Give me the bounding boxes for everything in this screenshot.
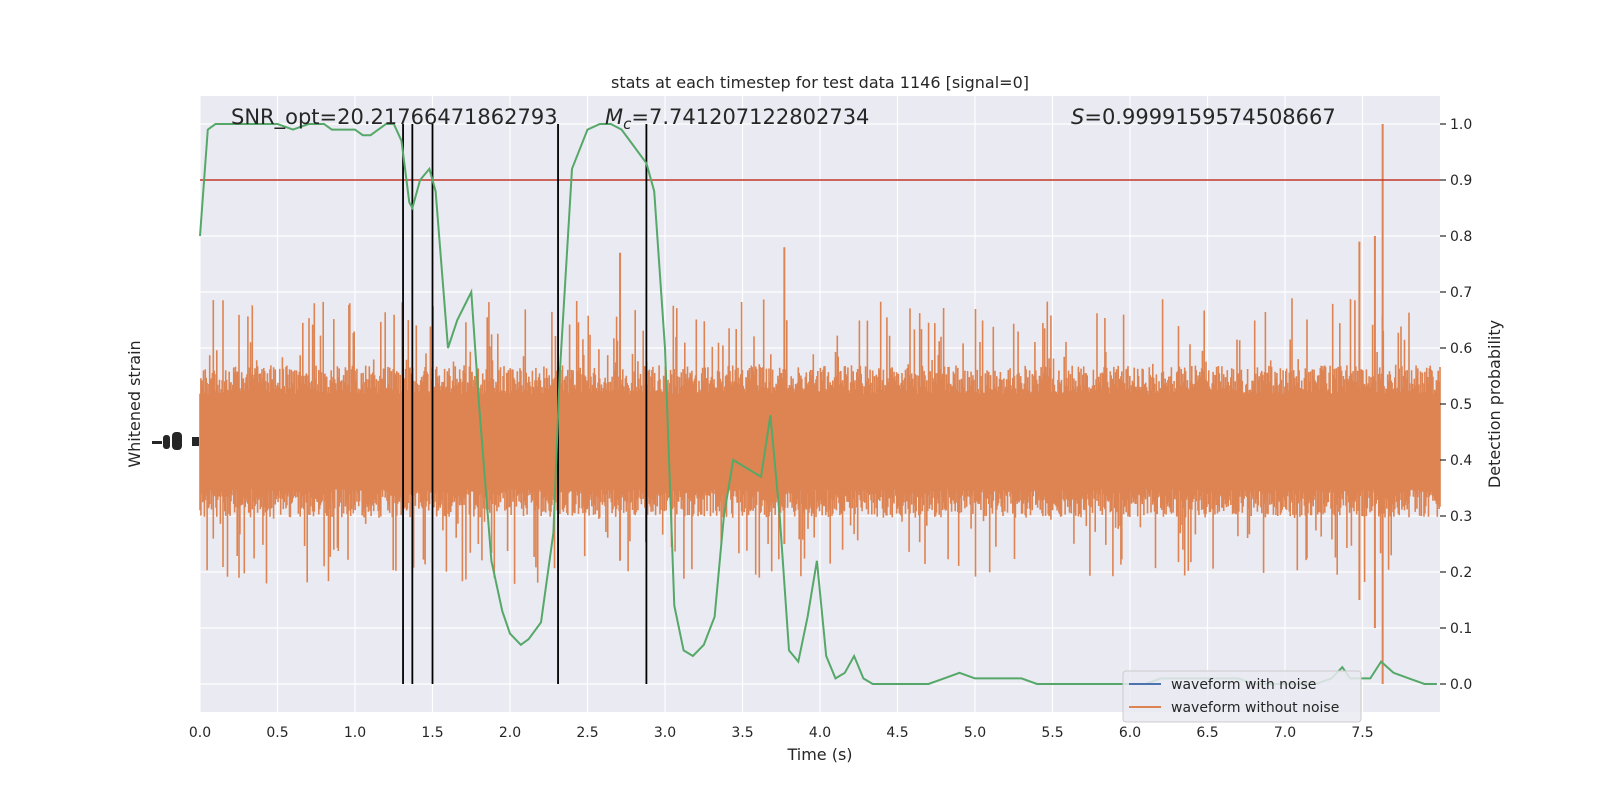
x-tick-label: 2.5 <box>576 725 598 741</box>
legend: waveform with noise waveform without noi… <box>1122 670 1362 723</box>
x-axis-ticks: 0.0 0.5 1.0 1.5 2.0 2.5 3.0 3.5 4.0 4.5 5.0 5.5 6.0 6… <box>189 725 1374 741</box>
collapsed-tick-mark <box>192 437 199 446</box>
series-waveform-without-noise <box>199 124 1441 684</box>
y-tick-label: 0.2 <box>1450 565 1472 581</box>
x-tick-label: 7.0 <box>1274 725 1296 741</box>
x-tick-label: 0.0 <box>189 725 211 741</box>
chirp-mass-annotation: Mc=7.741207122802734 <box>605 105 869 133</box>
x-axis-label: Time (s) <box>786 745 852 764</box>
x-tick-label: 6.0 <box>1119 725 1141 741</box>
s-annotation: S=0.9999159574508667 <box>1071 105 1336 129</box>
y-tick-label: 0.7 <box>1450 285 1472 301</box>
y-tick-label: 0.0 <box>1450 677 1472 693</box>
y-tick-label: 0.5 <box>1450 397 1472 413</box>
left-axis-collapsed-ticks <box>152 432 199 450</box>
x-tick-label: 3.5 <box>731 725 753 741</box>
waveform-without-noise-core <box>200 405 1440 478</box>
y-right-axis-ticks: 0.0 0.1 0.2 0.3 0.4 0.5 0.6 0.7 0.8 0.9 1.0 <box>1440 117 1472 693</box>
legend-label-waveform-with-noise: waveform with noise <box>1171 677 1316 693</box>
y-tick-label: 0.3 <box>1450 509 1472 525</box>
x-tick-label: 5.5 <box>1041 725 1063 741</box>
x-tick-label: 4.5 <box>886 725 908 741</box>
vertical-markers <box>402 124 648 684</box>
x-tick-label: 3.0 <box>654 725 676 741</box>
plot-area <box>199 96 1441 712</box>
x-tick-label: 4.0 <box>809 725 831 741</box>
legend-frame <box>1122 670 1362 723</box>
x-tick-label: 7.5 <box>1351 725 1373 741</box>
chirp-mass-value: =7.741207122802734 <box>631 105 869 129</box>
x-tick-label: 5.0 <box>964 725 986 741</box>
snr-annotation: SNR_opt=20.21766471862793 <box>231 105 558 130</box>
chirp-mass-subscript: c <box>623 115 632 133</box>
y-tick-label: 0.9 <box>1450 173 1472 189</box>
y-tick-label: 0.8 <box>1450 229 1472 245</box>
legend-label-waveform-without-noise: waveform without noise <box>1171 700 1339 716</box>
x-tick-label: 0.5 <box>266 725 288 741</box>
y-tick-label: 0.4 <box>1450 453 1472 469</box>
collapsed-tick-mark <box>152 441 162 444</box>
x-tick-label: 1.0 <box>344 725 366 741</box>
s-symbol: S <box>1071 105 1084 129</box>
y-right-axis-label: Detection probability <box>1485 320 1504 488</box>
collapsed-tick-mark <box>172 432 182 450</box>
y-tick-label: 0.1 <box>1450 621 1472 637</box>
x-tick-label: 2.0 <box>499 725 521 741</box>
x-tick-label: 1.5 <box>421 725 443 741</box>
chirp-mass-symbol: M <box>605 105 623 129</box>
x-tick-label: 6.5 <box>1196 725 1218 741</box>
y-tick-label: 0.6 <box>1450 341 1472 357</box>
s-value: =0.9999159574508667 <box>1084 105 1335 129</box>
y-left-axis-label: Whitened strain <box>125 340 144 467</box>
chart-title: stats at each timestep for test data 114… <box>611 73 1029 92</box>
y-tick-label: 1.0 <box>1450 117 1472 133</box>
collapsed-tick-mark <box>163 435 170 449</box>
